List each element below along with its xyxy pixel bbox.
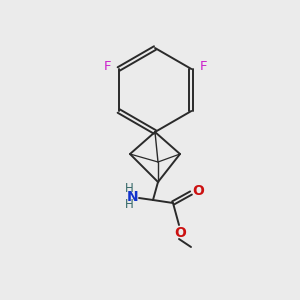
Text: F: F <box>200 61 207 74</box>
Text: O: O <box>192 184 204 198</box>
Text: F: F <box>104 61 111 74</box>
Text: H: H <box>124 182 134 196</box>
Text: O: O <box>174 226 186 240</box>
Text: H: H <box>124 199 134 212</box>
Text: N: N <box>127 190 139 204</box>
